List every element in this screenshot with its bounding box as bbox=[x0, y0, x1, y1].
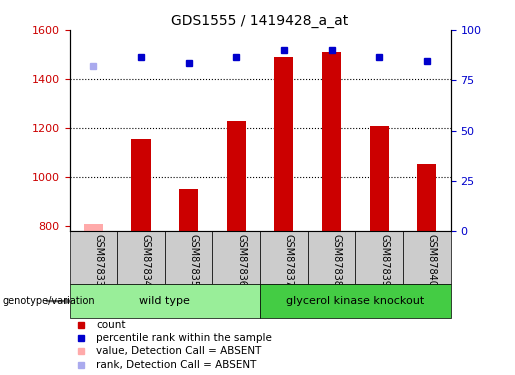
Bar bbox=[165, 231, 212, 284]
Text: rank, Detection Call = ABSENT: rank, Detection Call = ABSENT bbox=[96, 360, 256, 370]
Bar bbox=[70, 231, 117, 284]
Bar bbox=[370, 126, 389, 231]
Text: glycerol kinase knockout: glycerol kinase knockout bbox=[286, 296, 424, 306]
Text: GSM87837: GSM87837 bbox=[284, 234, 294, 287]
Title: GDS1555 / 1419428_a_at: GDS1555 / 1419428_a_at bbox=[171, 13, 349, 28]
Text: GSM87835: GSM87835 bbox=[188, 234, 199, 287]
Text: value, Detection Call = ABSENT: value, Detection Call = ABSENT bbox=[96, 346, 262, 356]
Bar bbox=[179, 189, 198, 231]
Bar bbox=[322, 52, 341, 231]
Text: wild type: wild type bbox=[140, 296, 190, 306]
Text: GSM87839: GSM87839 bbox=[379, 234, 389, 286]
Bar bbox=[307, 231, 355, 284]
Bar bbox=[274, 57, 294, 231]
Bar bbox=[70, 284, 260, 318]
Text: GSM87833: GSM87833 bbox=[93, 234, 104, 286]
Text: GSM87836: GSM87836 bbox=[236, 234, 246, 286]
Text: GSM87834: GSM87834 bbox=[141, 234, 151, 286]
Bar bbox=[417, 164, 436, 231]
Text: GSM87840: GSM87840 bbox=[427, 234, 437, 286]
Text: percentile rank within the sample: percentile rank within the sample bbox=[96, 333, 272, 343]
Bar bbox=[260, 231, 308, 284]
Text: genotype/variation: genotype/variation bbox=[3, 296, 95, 306]
Bar bbox=[117, 231, 165, 284]
Bar bbox=[84, 224, 103, 231]
Text: count: count bbox=[96, 320, 126, 330]
Bar bbox=[355, 231, 403, 284]
Bar bbox=[260, 284, 451, 318]
Bar bbox=[403, 231, 451, 284]
Bar bbox=[227, 121, 246, 231]
Bar bbox=[131, 139, 150, 231]
Bar bbox=[212, 231, 260, 284]
Text: GSM87838: GSM87838 bbox=[332, 234, 341, 286]
